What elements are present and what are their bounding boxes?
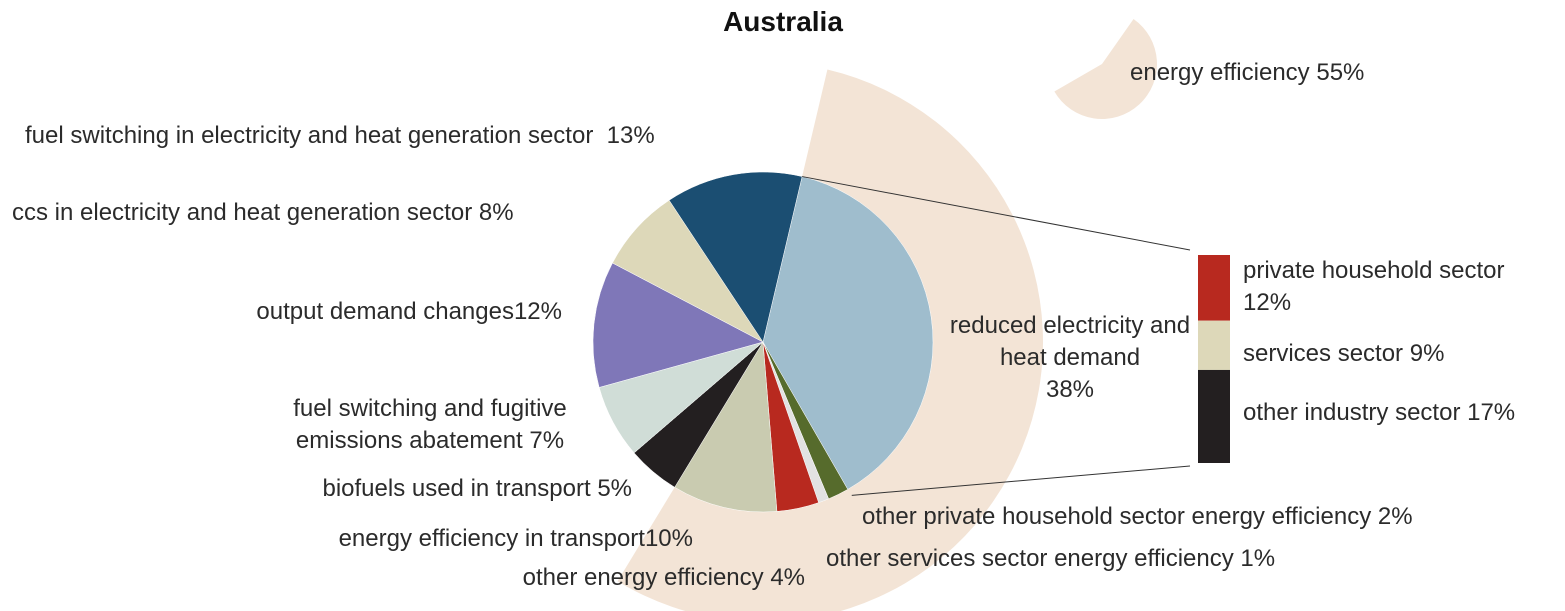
slice-label: output demand changes12% bbox=[0, 296, 562, 328]
label-name: other energy efficiency bbox=[522, 564, 764, 591]
label-value: 7% bbox=[529, 427, 565, 454]
label-name: output demand changes bbox=[256, 298, 514, 325]
label-value: 12% bbox=[1243, 289, 1292, 316]
label-name: reduced electricity and heat demand bbox=[949, 312, 1191, 371]
label-name: other industry sector bbox=[1243, 399, 1461, 426]
connector bbox=[802, 176, 1191, 251]
slice-label: private household sector 12% bbox=[1243, 255, 1565, 319]
pie-slice bbox=[592, 262, 764, 388]
label-value: 17% bbox=[1467, 399, 1516, 426]
slice-label: other industry sector 17% bbox=[1243, 397, 1565, 429]
label-name: energy efficiency bbox=[1130, 59, 1310, 86]
label-name: ccs in electricity and heat generation s… bbox=[12, 199, 473, 226]
label-name: services sector bbox=[1243, 340, 1404, 367]
label-value: 5% bbox=[597, 475, 632, 502]
label-name: other private household sector energy ef… bbox=[862, 503, 1372, 530]
slice-label: services sector 9% bbox=[1243, 338, 1565, 370]
slice-label: energy efficiency 55% bbox=[1130, 57, 1565, 89]
slice-label: other energy efficiency 4% bbox=[205, 562, 805, 594]
label-value: 13% bbox=[606, 122, 655, 149]
slice-label: energy efficiency in transport10% bbox=[93, 523, 693, 555]
slice-label: other private household sector energy ef… bbox=[862, 501, 1462, 533]
label-value: 9% bbox=[1409, 340, 1445, 367]
label-value: 38% bbox=[1045, 376, 1095, 403]
label-name: biofuels used in transport bbox=[322, 475, 591, 502]
label-name: other services sector energy efficiency bbox=[826, 545, 1234, 572]
label-value: 10% bbox=[644, 525, 693, 552]
chart-title: Australia bbox=[723, 6, 843, 37]
label-value: 12% bbox=[513, 298, 562, 325]
label-value: 1% bbox=[1240, 545, 1276, 572]
label-name: fuel switching in electricity and heat g… bbox=[25, 122, 594, 149]
breakdown-bar bbox=[1198, 369, 1230, 463]
group-marker bbox=[1054, 18, 1157, 119]
connector bbox=[851, 465, 1191, 496]
slice-label: biofuels used in transport 5% bbox=[32, 473, 632, 505]
label-name: private household sector bbox=[1243, 257, 1505, 284]
pie-slice bbox=[762, 176, 934, 490]
slice-label: reduced electricity and heat demand 38% bbox=[940, 310, 1200, 406]
breakdown-bar bbox=[1198, 320, 1230, 370]
label-name: energy efficiency in transport bbox=[338, 525, 645, 552]
label-value: 55% bbox=[1316, 59, 1365, 86]
pie-slice bbox=[668, 171, 803, 343]
label-name: fuel switching and fugitive emissions ab… bbox=[293, 395, 567, 454]
label-value: 2% bbox=[1377, 503, 1413, 530]
slice-label: other services sector energy efficiency … bbox=[826, 543, 1426, 575]
breakdown-bar bbox=[1198, 255, 1230, 321]
label-value: 4% bbox=[770, 564, 805, 591]
slice-label: ccs in electricity and heat generation s… bbox=[12, 197, 612, 229]
slice-label: fuel switching and fugitive emissions ab… bbox=[250, 393, 610, 457]
slice-label: fuel switching in electricity and heat g… bbox=[25, 120, 655, 152]
label-value: 8% bbox=[478, 199, 514, 226]
pie-slice bbox=[674, 341, 778, 513]
